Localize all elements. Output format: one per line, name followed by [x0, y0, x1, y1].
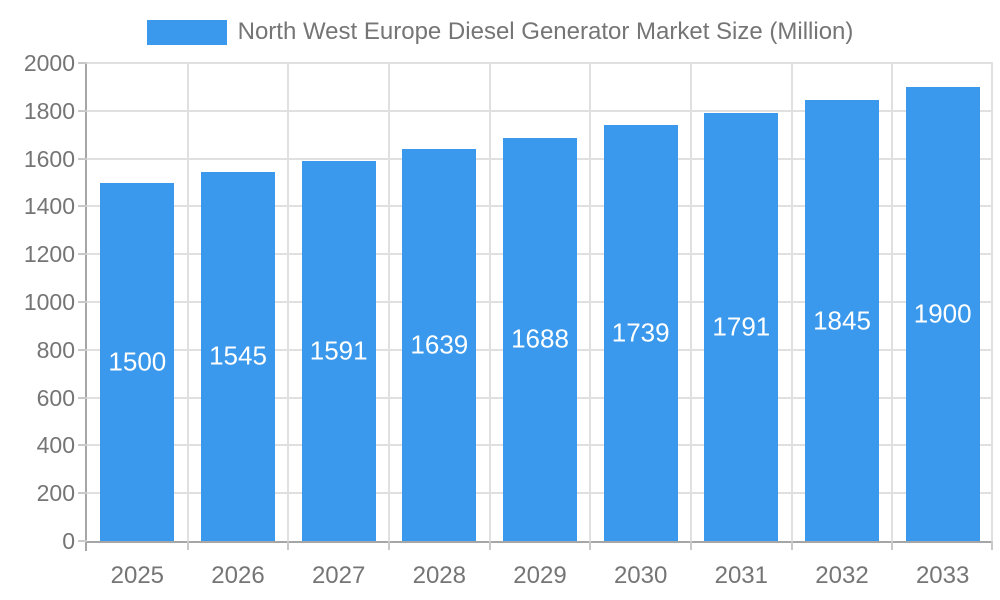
x-axis-label: 2031 [714, 562, 768, 589]
x-axis-label: 2029 [513, 562, 567, 589]
y-axis-label: 2000 [23, 50, 75, 76]
bar-value-label: 1591 [309, 335, 368, 366]
v-gridline [186, 63, 189, 541]
h-gridline [87, 109, 993, 112]
bar-value-label: 1500 [108, 346, 167, 377]
y-axis-label: 1000 [23, 289, 75, 315]
x-axis-label: 2030 [613, 562, 668, 589]
x-axis-tick [991, 541, 993, 550]
x-axis-tick [287, 541, 290, 550]
y-axis-tick [78, 540, 87, 542]
y-axis-tick [78, 348, 87, 351]
bar[interactable]: 1900 [905, 86, 980, 541]
bar[interactable]: 1591 [301, 160, 376, 541]
x-axis-label: 2033 [915, 562, 970, 589]
y-axis-tick [78, 62, 87, 64]
bar[interactable]: 1688 [503, 137, 577, 541]
y-axis-tick [78, 109, 87, 112]
x-axis-tick [488, 541, 491, 550]
y-axis-label: 1800 [23, 97, 75, 124]
y-axis-tick [78, 157, 87, 160]
y-axis-label: 1200 [23, 241, 75, 268]
v-gridline [488, 63, 491, 541]
v-gridline [891, 63, 894, 541]
bar[interactable]: 1545 [200, 171, 275, 541]
y-axis-tick [78, 444, 87, 447]
chart-legend[interactable]: North West Europe Diesel Generator Marke… [0, 18, 1000, 46]
v-gridline [387, 63, 390, 541]
bar[interactable]: 1500 [100, 182, 175, 541]
y-axis-label: 0 [62, 528, 75, 554]
bar-value-label: 1845 [813, 305, 871, 336]
bar-value-label: 1545 [209, 340, 267, 371]
y-axis-label: 400 [36, 432, 75, 459]
legend-label: North West Europe Diesel Generator Marke… [237, 18, 854, 45]
y-axis-tick [78, 396, 87, 399]
x-axis-tick [186, 541, 189, 550]
x-axis-label: 2032 [815, 562, 869, 589]
x-axis-line [85, 541, 993, 543]
h-gridline [87, 62, 993, 64]
legend-swatch-icon [146, 19, 227, 45]
bar[interactable]: 1639 [402, 149, 477, 541]
plot-area: 0 200 400 600 800 1000 1200 1400 1600 1800 2000 150… [24, 50, 993, 589]
bar-value-label: 1739 [611, 317, 670, 348]
y-axis-label: 200 [36, 480, 75, 507]
x-axis-label: 2025 [110, 562, 165, 589]
bar[interactable]: 1845 [805, 100, 879, 541]
v-gridline [790, 63, 793, 541]
y-axis-label: 600 [36, 384, 75, 411]
bar-value-label: 1900 [913, 298, 972, 329]
x-axis-tick [790, 541, 793, 550]
y-axis-tick [78, 301, 87, 303]
x-axis-label: 2027 [311, 562, 366, 589]
x-axis-tick [387, 541, 390, 550]
v-gridline [689, 63, 692, 541]
bar-value-label: 1639 [410, 329, 469, 360]
bar-value-label: 1791 [712, 311, 771, 342]
y-axis-label: 1600 [23, 145, 75, 172]
bar[interactable]: 1739 [603, 125, 678, 541]
y-axis-tick [78, 253, 87, 256]
y-axis-line [85, 63, 87, 551]
y-axis-label: 1400 [23, 193, 75, 220]
bar-value-label: 1688 [511, 323, 569, 354]
v-gridline [287, 63, 290, 541]
y-axis-tick [78, 205, 87, 208]
x-axis-label: 2026 [211, 562, 265, 589]
x-axis-tick [589, 541, 592, 550]
y-axis-label: 800 [36, 336, 75, 363]
y-axis-tick [78, 492, 87, 495]
v-gridline [991, 63, 993, 541]
x-axis-tick [891, 541, 894, 550]
bar[interactable]: 1791 [704, 112, 779, 541]
x-axis-label: 2028 [412, 562, 466, 589]
x-axis-tick [689, 541, 692, 550]
v-gridline [589, 63, 592, 541]
